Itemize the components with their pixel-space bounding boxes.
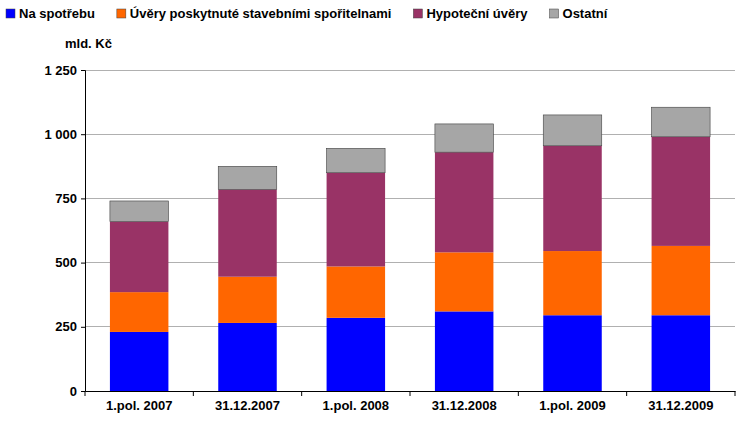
legend-swatch [117, 9, 126, 18]
bar [543, 146, 602, 251]
y-tick-label: 1 000 [44, 127, 77, 142]
legend-item: Ostatní [550, 6, 608, 21]
legend-swatch [550, 9, 559, 18]
bar [543, 315, 602, 391]
x-separator [301, 391, 302, 396]
bar [110, 222, 168, 293]
y-axis-title: mld. Kč [65, 36, 112, 51]
bar [327, 173, 386, 267]
bar [435, 124, 494, 152]
x-tick-label: 31.12.2008 [432, 398, 497, 413]
y-tick-mark [81, 327, 85, 328]
grid-line [85, 134, 735, 135]
y-tick: 1 250 [44, 63, 85, 78]
bar [327, 318, 386, 391]
y-tick-mark [81, 263, 85, 264]
x-tick: 31.12.2008 [432, 391, 497, 413]
y-tick: 1 000 [44, 127, 85, 142]
x-tick-label: 31.12.2007 [215, 398, 280, 413]
x-separator [193, 391, 194, 396]
bar [218, 277, 277, 323]
y-tick: 500 [55, 255, 85, 270]
x-tick-label: 31.12.2009 [648, 398, 713, 413]
y-tick: 0 [70, 384, 85, 399]
legend-swatch [6, 9, 15, 18]
y-tick: 750 [55, 191, 85, 206]
x-tick-label: 1.pol. 2008 [323, 398, 389, 413]
x-separator [410, 391, 411, 396]
legend-label: Hypoteční úvěry [426, 6, 528, 21]
bar [327, 148, 386, 172]
bar [218, 323, 277, 391]
bar [435, 152, 494, 252]
bar [110, 332, 168, 391]
bar [543, 115, 602, 146]
y-tick-label: 500 [55, 255, 77, 270]
y-tick-mark [81, 134, 85, 135]
y-tick-label: 1 250 [44, 63, 77, 78]
bar [543, 251, 602, 315]
x-axis: 1.pol. 2007 31.12.2007 1.pol. 2008 31.12.20… [85, 391, 736, 413]
y-tick: 250 [55, 319, 85, 334]
y-axis: 0 250 500 750 1 000 1 250 [44, 63, 85, 399]
grid-line [85, 198, 735, 199]
bar [110, 201, 168, 222]
legend-item: Úvěry poskytnuté stavebními spořitelnami [117, 6, 392, 21]
grid-line [85, 262, 735, 263]
x-tick: 31.12.2009 [648, 391, 713, 413]
grid-line [85, 70, 735, 71]
bar [435, 311, 494, 391]
legend-item: Na spotřebu [6, 6, 95, 21]
x-tick: 1.pol. 2007 [106, 391, 172, 413]
bar [327, 266, 386, 317]
y-tick-label: 750 [55, 191, 77, 206]
x-separator [626, 391, 627, 396]
bar [652, 107, 711, 137]
x-separator [85, 391, 86, 396]
x-tick-label: 1.pol. 2007 [106, 398, 172, 413]
bar [110, 292, 168, 332]
y-tick-label: 250 [55, 319, 77, 334]
bar [652, 246, 711, 315]
grid-line [85, 326, 735, 327]
bar [435, 252, 494, 311]
bar [218, 189, 277, 276]
legend-item: Hypoteční úvěry [413, 6, 528, 21]
legend-label: Ostatní [563, 6, 608, 21]
y-tick-label: 0 [70, 384, 77, 399]
legend-label: Na spotřebu [19, 6, 95, 21]
y-axis-line [81, 71, 86, 392]
plot: 0 250 500 750 1 000 1 250 1.pol. 2007 31.12.200… [44, 63, 735, 414]
legend-swatch [413, 9, 422, 18]
y-tick-mark [81, 70, 85, 71]
bar [652, 315, 711, 391]
x-tick-label: 1.pol. 2009 [539, 398, 605, 413]
legend: Na spotřebu Úvěry poskytnuté stavebními s… [6, 6, 608, 21]
grid [85, 70, 735, 391]
bar [218, 166, 277, 189]
y-tick-mark [81, 391, 85, 392]
legend-label: Úvěry poskytnuté stavebními spořitelnami [130, 6, 392, 21]
y-tick-mark [81, 198, 85, 199]
x-separator [518, 391, 519, 396]
bar [652, 137, 711, 246]
x-tick: 1.pol. 2008 [323, 391, 389, 413]
x-tick: 1.pol. 2009 [539, 391, 605, 413]
x-separator [735, 391, 736, 396]
x-tick: 31.12.2007 [215, 391, 280, 413]
bars [110, 107, 710, 391]
chart: 0 250 500 750 1 000 1 250 1.pol. 2007 31.12.200… [0, 0, 743, 434]
